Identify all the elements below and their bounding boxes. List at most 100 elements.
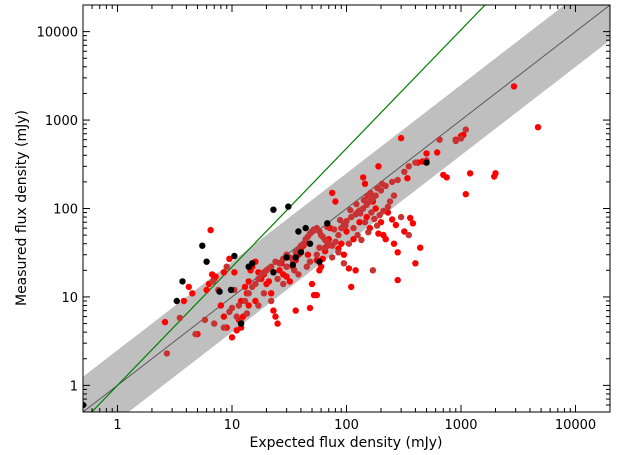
data-point	[534, 124, 542, 131]
data-point	[405, 163, 412, 170]
data-point	[373, 222, 381, 229]
data-point	[295, 228, 302, 235]
data-point	[510, 83, 518, 90]
data-point	[417, 244, 424, 251]
data-point	[330, 226, 338, 233]
x-tick-label: 100	[334, 418, 359, 433]
data-point	[434, 149, 441, 156]
data-point	[283, 263, 290, 270]
data-point	[276, 267, 283, 274]
data-point	[340, 260, 348, 267]
data-point	[353, 200, 360, 208]
x-tick-label: 1000	[444, 418, 477, 433]
data-point	[466, 170, 474, 177]
data-point	[397, 213, 405, 221]
data-point	[280, 280, 287, 288]
data-point	[179, 278, 186, 285]
data-point	[211, 320, 218, 327]
data-point	[347, 206, 354, 214]
data-point	[297, 249, 305, 256]
data-point	[316, 258, 323, 265]
x-tick-label: 10	[224, 418, 241, 433]
data-point	[372, 205, 379, 212]
x-tick-label: 10000	[555, 418, 596, 433]
data-point	[255, 302, 262, 309]
data-point	[231, 252, 238, 260]
data-point	[367, 189, 374, 197]
data-point	[245, 278, 252, 285]
data-point	[354, 231, 361, 239]
data-point	[412, 260, 419, 267]
data-point	[329, 189, 336, 197]
data-point	[340, 251, 348, 258]
data-point	[317, 263, 325, 270]
data-point	[274, 275, 281, 283]
data-point	[345, 240, 353, 247]
data-point	[203, 286, 210, 294]
data-point	[321, 244, 329, 251]
data-point	[388, 216, 396, 223]
data-point	[268, 263, 275, 270]
data-point	[289, 261, 296, 269]
data-point	[386, 198, 394, 205]
data-point	[306, 258, 314, 265]
data-point	[203, 258, 210, 265]
data-point	[245, 302, 252, 309]
data-point	[345, 265, 353, 272]
data-point	[412, 159, 419, 166]
data-point	[368, 209, 375, 216]
data-point	[407, 214, 414, 222]
data-point	[185, 283, 192, 291]
data-point	[371, 215, 378, 223]
y-axis-title: Measured flux density (mJy)	[14, 110, 30, 306]
data-point	[423, 150, 430, 157]
data-point	[227, 286, 235, 294]
data-point	[216, 288, 223, 295]
data-point	[291, 267, 298, 274]
data-point	[369, 267, 377, 274]
data-point	[241, 297, 249, 305]
data-point	[220, 269, 228, 276]
data-point	[392, 221, 400, 229]
data-point	[163, 350, 171, 357]
data-point	[268, 290, 275, 297]
data-point	[199, 242, 206, 249]
data-point	[380, 207, 387, 215]
data-point	[304, 251, 312, 258]
data-point	[397, 134, 405, 142]
data-point	[357, 210, 364, 217]
data-point	[295, 271, 302, 278]
data-point	[283, 273, 290, 280]
data-point	[374, 184, 381, 192]
data-point	[212, 273, 219, 280]
data-point	[231, 269, 238, 276]
data-point	[356, 219, 363, 226]
data-point	[338, 240, 345, 247]
data-point	[462, 191, 469, 198]
data-point	[283, 254, 290, 261]
data-point	[452, 137, 459, 145]
data-point	[220, 324, 228, 331]
data-point	[336, 216, 344, 224]
data-point	[220, 313, 228, 320]
data-point	[423, 159, 430, 166]
data-point	[272, 313, 279, 320]
data-point	[223, 263, 230, 270]
data-point	[176, 314, 183, 322]
data-point	[270, 269, 277, 276]
data-point	[302, 224, 309, 232]
reference-line-unity	[83, 5, 610, 412]
data-point	[394, 176, 401, 184]
data-point	[436, 136, 443, 143]
data-point	[332, 238, 339, 245]
reference-line-fit	[90, 5, 486, 412]
data-point	[361, 219, 369, 226]
data-point	[401, 168, 408, 175]
data-point	[324, 220, 331, 227]
data-point	[286, 278, 293, 285]
data-point	[233, 313, 240, 320]
data-point	[265, 278, 273, 285]
data-point	[235, 302, 243, 309]
data-point	[228, 334, 236, 341]
